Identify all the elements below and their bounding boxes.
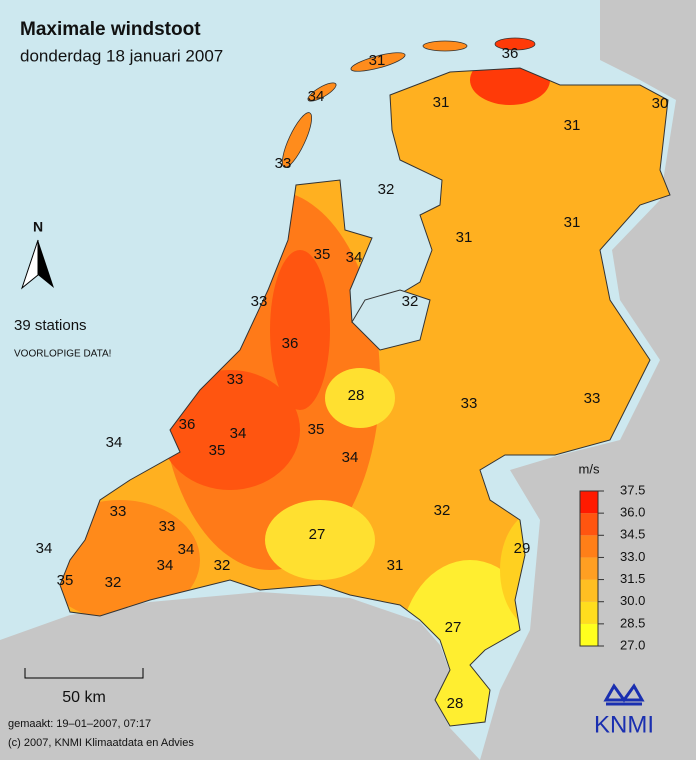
legend-frame xyxy=(579,490,599,647)
scale-label: 50 km xyxy=(62,689,106,706)
germany xyxy=(480,0,696,760)
station-value: 33 xyxy=(461,395,478,412)
station-value: 36 xyxy=(179,416,196,433)
station-value: 31 xyxy=(564,214,581,231)
station-value: 34 xyxy=(178,541,195,558)
ameland xyxy=(422,40,468,52)
station-value: 33 xyxy=(584,390,601,407)
station-value: 35 xyxy=(308,421,325,438)
station-value: 34 xyxy=(230,425,247,442)
lake xyxy=(351,289,431,351)
legend-tick-label: 30.0 xyxy=(620,593,645,608)
station-value: 27 xyxy=(445,619,462,636)
field-north xyxy=(470,68,550,105)
legend-unit: m/s xyxy=(579,461,600,476)
station-value: 36 xyxy=(502,45,519,62)
legend-band xyxy=(580,601,598,624)
station-value: 28 xyxy=(348,387,365,404)
made: gemaakt: 19–01–2007, 07:17 xyxy=(8,718,151,730)
station-value: 32 xyxy=(214,557,231,574)
station-value: 32 xyxy=(378,181,395,198)
field-center xyxy=(325,368,395,428)
legend-band xyxy=(580,623,598,646)
station-value: 30 xyxy=(652,95,669,112)
station-value: 34 xyxy=(308,88,325,105)
station-value: 36 xyxy=(282,335,299,352)
station-value: 34 xyxy=(346,249,363,266)
field-coast xyxy=(160,370,300,490)
legend-tick-label: 28.5 xyxy=(620,615,645,630)
station-value: 34 xyxy=(342,449,359,466)
station-value: 28 xyxy=(447,695,464,712)
station-value: 33 xyxy=(275,155,292,172)
north-label: N xyxy=(33,219,43,235)
texel xyxy=(281,112,313,168)
north-arrow-right xyxy=(38,240,54,288)
station-count: 39 stations xyxy=(14,317,87,334)
terschelling xyxy=(350,52,406,72)
station-value: 29 xyxy=(514,540,531,557)
legend-tick-label: 34.5 xyxy=(620,527,645,542)
station-value: 35 xyxy=(314,246,331,263)
station-value: 33 xyxy=(251,293,268,310)
islands xyxy=(281,37,536,168)
scale-bar xyxy=(24,668,144,679)
title: Maximale windstoot xyxy=(20,19,201,40)
legend-tick-label: 27.0 xyxy=(620,637,645,652)
legend-band xyxy=(580,557,598,580)
station-value: 34 xyxy=(106,434,123,451)
legend-tick-label: 33.0 xyxy=(620,549,645,564)
station-value: 31 xyxy=(433,94,450,111)
station-value: 31 xyxy=(387,557,404,574)
legend-tick-label: 37.5 xyxy=(620,482,645,497)
station-value: 33 xyxy=(227,371,244,388)
legend-band xyxy=(580,513,598,536)
belgium xyxy=(0,592,480,760)
station-value: 31 xyxy=(456,229,473,246)
legend-band xyxy=(580,579,598,602)
station-value: 32 xyxy=(434,502,451,519)
legend-tick-label: 31.5 xyxy=(620,571,645,586)
schiermonnikoog xyxy=(494,37,536,51)
station-value: 34 xyxy=(36,540,53,557)
station-value: 35 xyxy=(209,442,226,459)
station-value: 31 xyxy=(369,52,386,69)
station-value: 31 xyxy=(564,117,581,134)
station-value: 35 xyxy=(57,572,74,589)
legend-tick-label: 36.0 xyxy=(620,505,645,520)
field-nh xyxy=(270,250,330,410)
field-south xyxy=(265,500,375,580)
station-value: 34 xyxy=(157,557,174,574)
logo: KNMI xyxy=(594,711,654,738)
station-value: 32 xyxy=(105,574,122,591)
copyright: (c) 2007, KNMI Klimaatdata en Advies xyxy=(8,737,194,749)
status: VOORLOPIGE DATA! xyxy=(14,349,111,360)
station-value: 32 xyxy=(402,293,419,310)
crown xyxy=(603,683,645,706)
station-value: 33 xyxy=(110,503,127,520)
legend-band xyxy=(580,491,598,514)
station-value: 27 xyxy=(309,526,326,543)
subtitle: donderdag 18 januari 2007 xyxy=(20,46,223,65)
station-value: 33 xyxy=(159,518,176,535)
legend-band xyxy=(580,535,598,558)
vlieland xyxy=(307,82,337,102)
